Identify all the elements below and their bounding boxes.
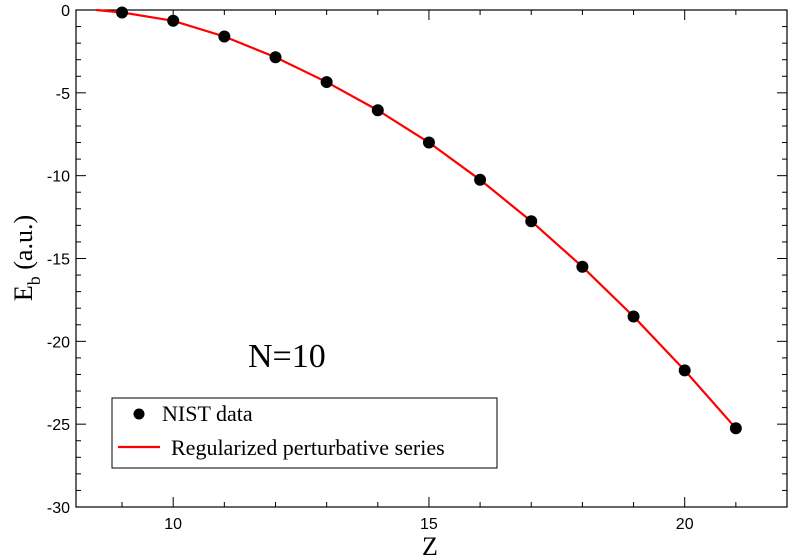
y-tick-label: 0 — [61, 3, 70, 20]
data-point — [218, 30, 231, 43]
x-axis-title: Z — [422, 532, 438, 557]
data-point — [269, 51, 282, 64]
y-axis-title-sub: b — [24, 276, 44, 285]
y-axis-title: Eb (a.u.) — [9, 215, 44, 301]
y-tick-label: -25 — [47, 417, 70, 434]
y-tick-labels: 0 -5 -10 -15 -20 -25 -30 — [47, 3, 70, 517]
data-point — [678, 364, 691, 377]
legend-label-nist: NIST data — [162, 401, 253, 426]
data-point — [525, 215, 538, 228]
series-line-regularized — [96, 8, 737, 430]
data-point — [729, 422, 742, 435]
annotation-label: N=10 — [248, 338, 326, 375]
legend: NIST data Regularized perturbative serie… — [111, 397, 498, 469]
data-point — [116, 6, 129, 19]
data-point — [320, 76, 333, 89]
y-axis-title-unit: (a.u.) — [9, 215, 38, 276]
series-points-nist — [116, 6, 742, 435]
y-tick-label: -10 — [47, 169, 70, 186]
data-point — [167, 14, 180, 27]
x-tick-label: 10 — [164, 516, 182, 533]
data-point — [627, 310, 640, 323]
legend-marker-nist — [133, 408, 145, 420]
y-axis-title-main: E — [9, 285, 38, 301]
y-tick-label: -30 — [47, 500, 70, 517]
y-tick-label: -15 — [47, 252, 70, 269]
y-tick-label: -5 — [56, 86, 70, 103]
data-point — [422, 136, 435, 149]
tick-group — [76, 9, 788, 508]
legend-label-regularized: Regularized perturbative series — [171, 435, 445, 460]
data-point — [576, 260, 589, 273]
data-point — [371, 104, 384, 117]
x-tick-label: 20 — [676, 516, 694, 533]
legend-box — [111, 397, 498, 469]
x-tick-labels: 10 15 20 — [164, 516, 693, 533]
x-tick-label: 15 — [420, 516, 438, 533]
data-point — [474, 173, 487, 186]
y-tick-label: -20 — [47, 334, 70, 351]
